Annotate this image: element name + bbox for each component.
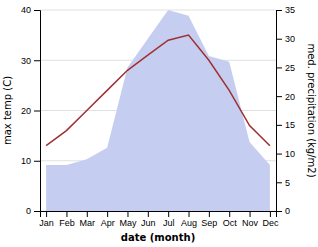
- grid: [40, 10, 276, 211]
- tick: Aug: [181, 211, 197, 228]
- tick: Jun: [141, 211, 156, 228]
- tick-label: Feb: [59, 218, 75, 228]
- tick-mark: [107, 211, 108, 217]
- tick: Apr: [101, 211, 115, 228]
- y2-axis: 0 5 10 15 20 25 30 35: [276, 5, 295, 216]
- tick-mark: [276, 211, 282, 212]
- axis-line: [34, 11, 41, 212]
- tick-label: Aug: [181, 218, 197, 228]
- tick-mark: [250, 211, 251, 217]
- tick-mark: [34, 60, 40, 61]
- tick-mark: [276, 10, 282, 11]
- axis-line: [277, 11, 283, 212]
- tick-label: 20: [285, 92, 295, 102]
- tick-label: Jan: [39, 218, 54, 228]
- tick-mark: [148, 211, 149, 217]
- tick-mark: [276, 39, 282, 40]
- tick-label: Apr: [101, 218, 115, 228]
- tick-mark: [189, 211, 190, 217]
- tick: May: [119, 211, 137, 228]
- tick-label: 10: [21, 156, 31, 166]
- tick: 0: [26, 206, 40, 216]
- tick-mark: [209, 211, 210, 217]
- tick-mark: [276, 182, 282, 183]
- x-axis: Jan Feb Mar Apr May Jun Jul Aug Sep Oct NovDec: [39, 211, 279, 228]
- tick-mark: [276, 67, 282, 68]
- tick-label: Nov: [242, 218, 259, 228]
- plot: Jan Feb Mar Apr May Jun Jul Aug Sep Oct NovDec 0 10 2…: [21, 5, 295, 228]
- tick: Feb: [59, 211, 75, 228]
- tick: 10: [21, 156, 40, 166]
- y-axis: 0 10 20 30 40: [21, 5, 41, 216]
- tick: Mar: [80, 211, 96, 228]
- y2-axis-title: med. precipitation (kg/m2): [306, 43, 317, 177]
- tick-label: 20: [21, 106, 31, 116]
- tick-label: May: [119, 218, 137, 228]
- tick: Oct: [223, 211, 238, 228]
- precipitation-area: [46, 10, 270, 211]
- tick-label: Sep: [201, 218, 217, 228]
- tick: 25: [276, 63, 295, 73]
- tick-mark: [34, 10, 40, 11]
- tick-mark: [276, 125, 282, 126]
- tick: Jul: [163, 211, 175, 228]
- tick-mark: [34, 111, 40, 112]
- tick-label: Mar: [80, 218, 96, 228]
- chart: Jan Feb Mar Apr May Jun Jul Aug Sep Oct NovDec 0 10 2…: [0, 0, 318, 247]
- tick-label: 25: [285, 63, 295, 73]
- tick-mark: [34, 161, 40, 162]
- tick: 20: [21, 106, 40, 116]
- tick: Sep: [201, 211, 217, 228]
- tick-mark: [276, 96, 282, 97]
- tick-label: 30: [21, 56, 31, 66]
- tick: 15: [276, 120, 295, 130]
- tick-label: Jul: [163, 218, 175, 228]
- marks: [46, 10, 270, 211]
- tick-mark: [34, 211, 40, 212]
- tick-label: 5: [285, 178, 290, 188]
- tick: 10: [276, 149, 295, 159]
- grid-line: [40, 10, 276, 11]
- tick-label: 0: [285, 206, 290, 216]
- tick-mark: [270, 211, 271, 217]
- tick-label: 40: [21, 5, 31, 15]
- x-axis-title: date (month): [121, 232, 195, 243]
- tick: 30: [276, 34, 295, 44]
- tick-label: Jun: [141, 218, 156, 228]
- tick-label: 35: [285, 5, 295, 15]
- tick-label: Oct: [223, 218, 238, 228]
- tick-label: 15: [285, 120, 295, 130]
- temperature-line: [46, 35, 270, 146]
- tick: 5: [276, 178, 290, 188]
- tick: 0: [276, 206, 290, 216]
- tick-label: 0: [26, 206, 31, 216]
- tick: Dec: [262, 211, 279, 228]
- tick-mark: [46, 211, 47, 217]
- tick: Nov: [242, 211, 259, 228]
- axis-line: [41, 212, 277, 218]
- tick-mark: [87, 211, 88, 217]
- y-axis-title: max temp (C): [2, 76, 13, 145]
- tick: Jan: [39, 211, 54, 228]
- tick-mark: [127, 211, 128, 217]
- tick-mark: [276, 154, 282, 155]
- tick-mark: [229, 211, 230, 217]
- tick-label: 30: [285, 34, 295, 44]
- tick: 20: [276, 92, 295, 102]
- tick: 35: [276, 5, 295, 15]
- tick: 30: [21, 56, 40, 66]
- tick: 40: [21, 5, 40, 15]
- tick-label: Dec: [262, 218, 279, 228]
- tick-mark: [168, 211, 169, 217]
- tick-label: 10: [285, 149, 295, 159]
- tick-mark: [66, 211, 67, 217]
